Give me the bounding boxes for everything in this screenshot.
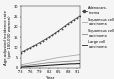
Legend: Adenocarc-
inoma, Squamous cell
carcinoma, Squamous cell
carcinoma, Large cell
c: Adenocarc- inoma, Squamous cell carcinom… xyxy=(81,6,113,49)
X-axis label: Year: Year xyxy=(46,76,54,79)
Y-axis label: Age-adjusted incidence rate
(per 100,000 women): Age-adjusted incidence rate (per 100,000… xyxy=(4,10,12,65)
